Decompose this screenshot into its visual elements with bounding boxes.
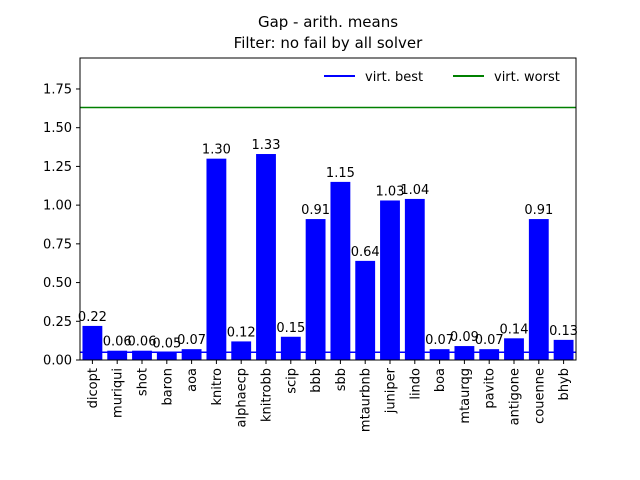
x-tick-label-bbb: bbb: [309, 368, 324, 393]
data-label-sbb: 1.15: [326, 166, 355, 181]
bar-dicopt: [82, 325, 103, 360]
x-tick-label-mtaurqg: mtaurqg: [458, 368, 473, 424]
x-tick-label-antigone: antigone: [508, 368, 523, 425]
data-label-knitrobb: 1.33: [252, 138, 281, 153]
x-tick-label-lindo: lindo: [408, 368, 423, 400]
reference-lines-group: [80, 106, 576, 354]
x-tick-label-alphaecp: alphaecp: [235, 368, 250, 427]
bar-knitro: [206, 158, 227, 360]
bar-alphaecp: [231, 341, 252, 360]
y-tick-label: 0.00: [43, 354, 72, 369]
data-label-bbb: 0.91: [301, 203, 330, 218]
bar-pavito: [479, 349, 500, 360]
x-tick-label-aoa: aoa: [185, 368, 200, 392]
bar-boa: [429, 349, 450, 360]
bar-juniper: [380, 200, 400, 360]
bar-mtaurbnb: [355, 260, 376, 360]
data-label-boa: 0.07: [425, 333, 454, 348]
bar-aoa: [181, 349, 202, 360]
data-label-knitro: 1.30: [202, 143, 231, 158]
data-label-mtaurbnb: 0.64: [351, 245, 380, 260]
y-tick-label: 1.25: [43, 160, 72, 175]
data-labels-group: 0.220.060.060.050.071.300.121.330.150.91…: [78, 138, 578, 351]
x-tick-label-pavito: pavito: [483, 368, 498, 409]
bar-lindo: [404, 198, 425, 360]
x-tick-label-mtaurbnb: mtaurbnb: [359, 368, 374, 432]
bar-mtaurqg: [454, 346, 475, 360]
y-axis: 0.00 0.25 0.50 0.75 1.00 1.25 1.50 1.75: [43, 82, 80, 369]
plot-frame: [79, 57, 577, 361]
legend-label-worst: virt. worst: [494, 70, 560, 85]
data-label-dicopt: 0.22: [78, 310, 107, 325]
bar-scip: [280, 336, 301, 360]
x-axis: dicopt muriqui shot baron aoa knitro alphaecp k…: [86, 360, 572, 432]
data-label-alphaecp: 0.12: [227, 325, 256, 340]
bar-shot: [132, 350, 152, 360]
bar-antigone: [504, 338, 524, 360]
x-tick-label-sbb: sbb: [334, 368, 349, 391]
x-tick-label-boa: boa: [433, 368, 448, 392]
chart-subtitle: Filter: no fail by all solver: [234, 34, 423, 52]
data-label-couenne: 0.91: [524, 203, 553, 218]
data-label-scip: 0.15: [276, 321, 305, 336]
x-tick-label-shot: shot: [136, 368, 151, 396]
data-label-aoa: 0.07: [177, 333, 206, 348]
bar-sbb: [330, 181, 351, 360]
x-tick-label-juniper: juniper: [384, 367, 399, 414]
data-label-muriqui: 0.06: [103, 335, 132, 350]
data-label-juniper: 1.03: [376, 184, 405, 199]
x-tick-label-bhyb: bhyb: [557, 368, 572, 400]
y-tick-label: 1.75: [43, 82, 72, 97]
bar-bhyb: [553, 339, 574, 360]
y-tick-label: 0.50: [43, 276, 72, 291]
x-tick-label-baron: baron: [160, 368, 175, 405]
legend-label-best: virt. best: [365, 70, 423, 85]
data-label-antigone: 0.14: [500, 322, 529, 337]
x-tick-label-knitrobb: knitrobb: [260, 368, 275, 422]
bar-baron: [156, 352, 177, 360]
y-tick-label: 0.25: [43, 315, 72, 330]
bar-couenne: [528, 219, 549, 360]
x-tick-label-muriqui: muriqui: [111, 368, 126, 418]
x-tick-label-couenne: couenne: [532, 368, 547, 424]
x-tick-label-scip: scip: [284, 368, 299, 394]
bar-knitrobb: [256, 154, 276, 360]
data-label-shot: 0.06: [128, 335, 157, 350]
legend: virt. best virt. worst: [324, 70, 560, 85]
x-tick-label-dicopt: dicopt: [86, 368, 101, 408]
bars-group: [82, 154, 574, 360]
data-label-mtaurqg: 0.09: [450, 330, 479, 345]
data-label-bhyb: 0.13: [549, 324, 578, 339]
x-tick-label-knitro: knitro: [210, 368, 225, 406]
y-tick-label: 1.50: [43, 121, 72, 136]
chart-title: Gap - arith. means: [258, 13, 398, 31]
y-tick-label: 1.00: [43, 199, 72, 214]
bar-muriqui: [107, 350, 128, 360]
data-label-pavito: 0.07: [475, 333, 504, 348]
bar-bbb: [305, 219, 326, 360]
data-label-lindo: 1.04: [400, 183, 429, 198]
data-label-baron: 0.05: [152, 336, 181, 351]
y-tick-label: 0.75: [43, 237, 72, 252]
